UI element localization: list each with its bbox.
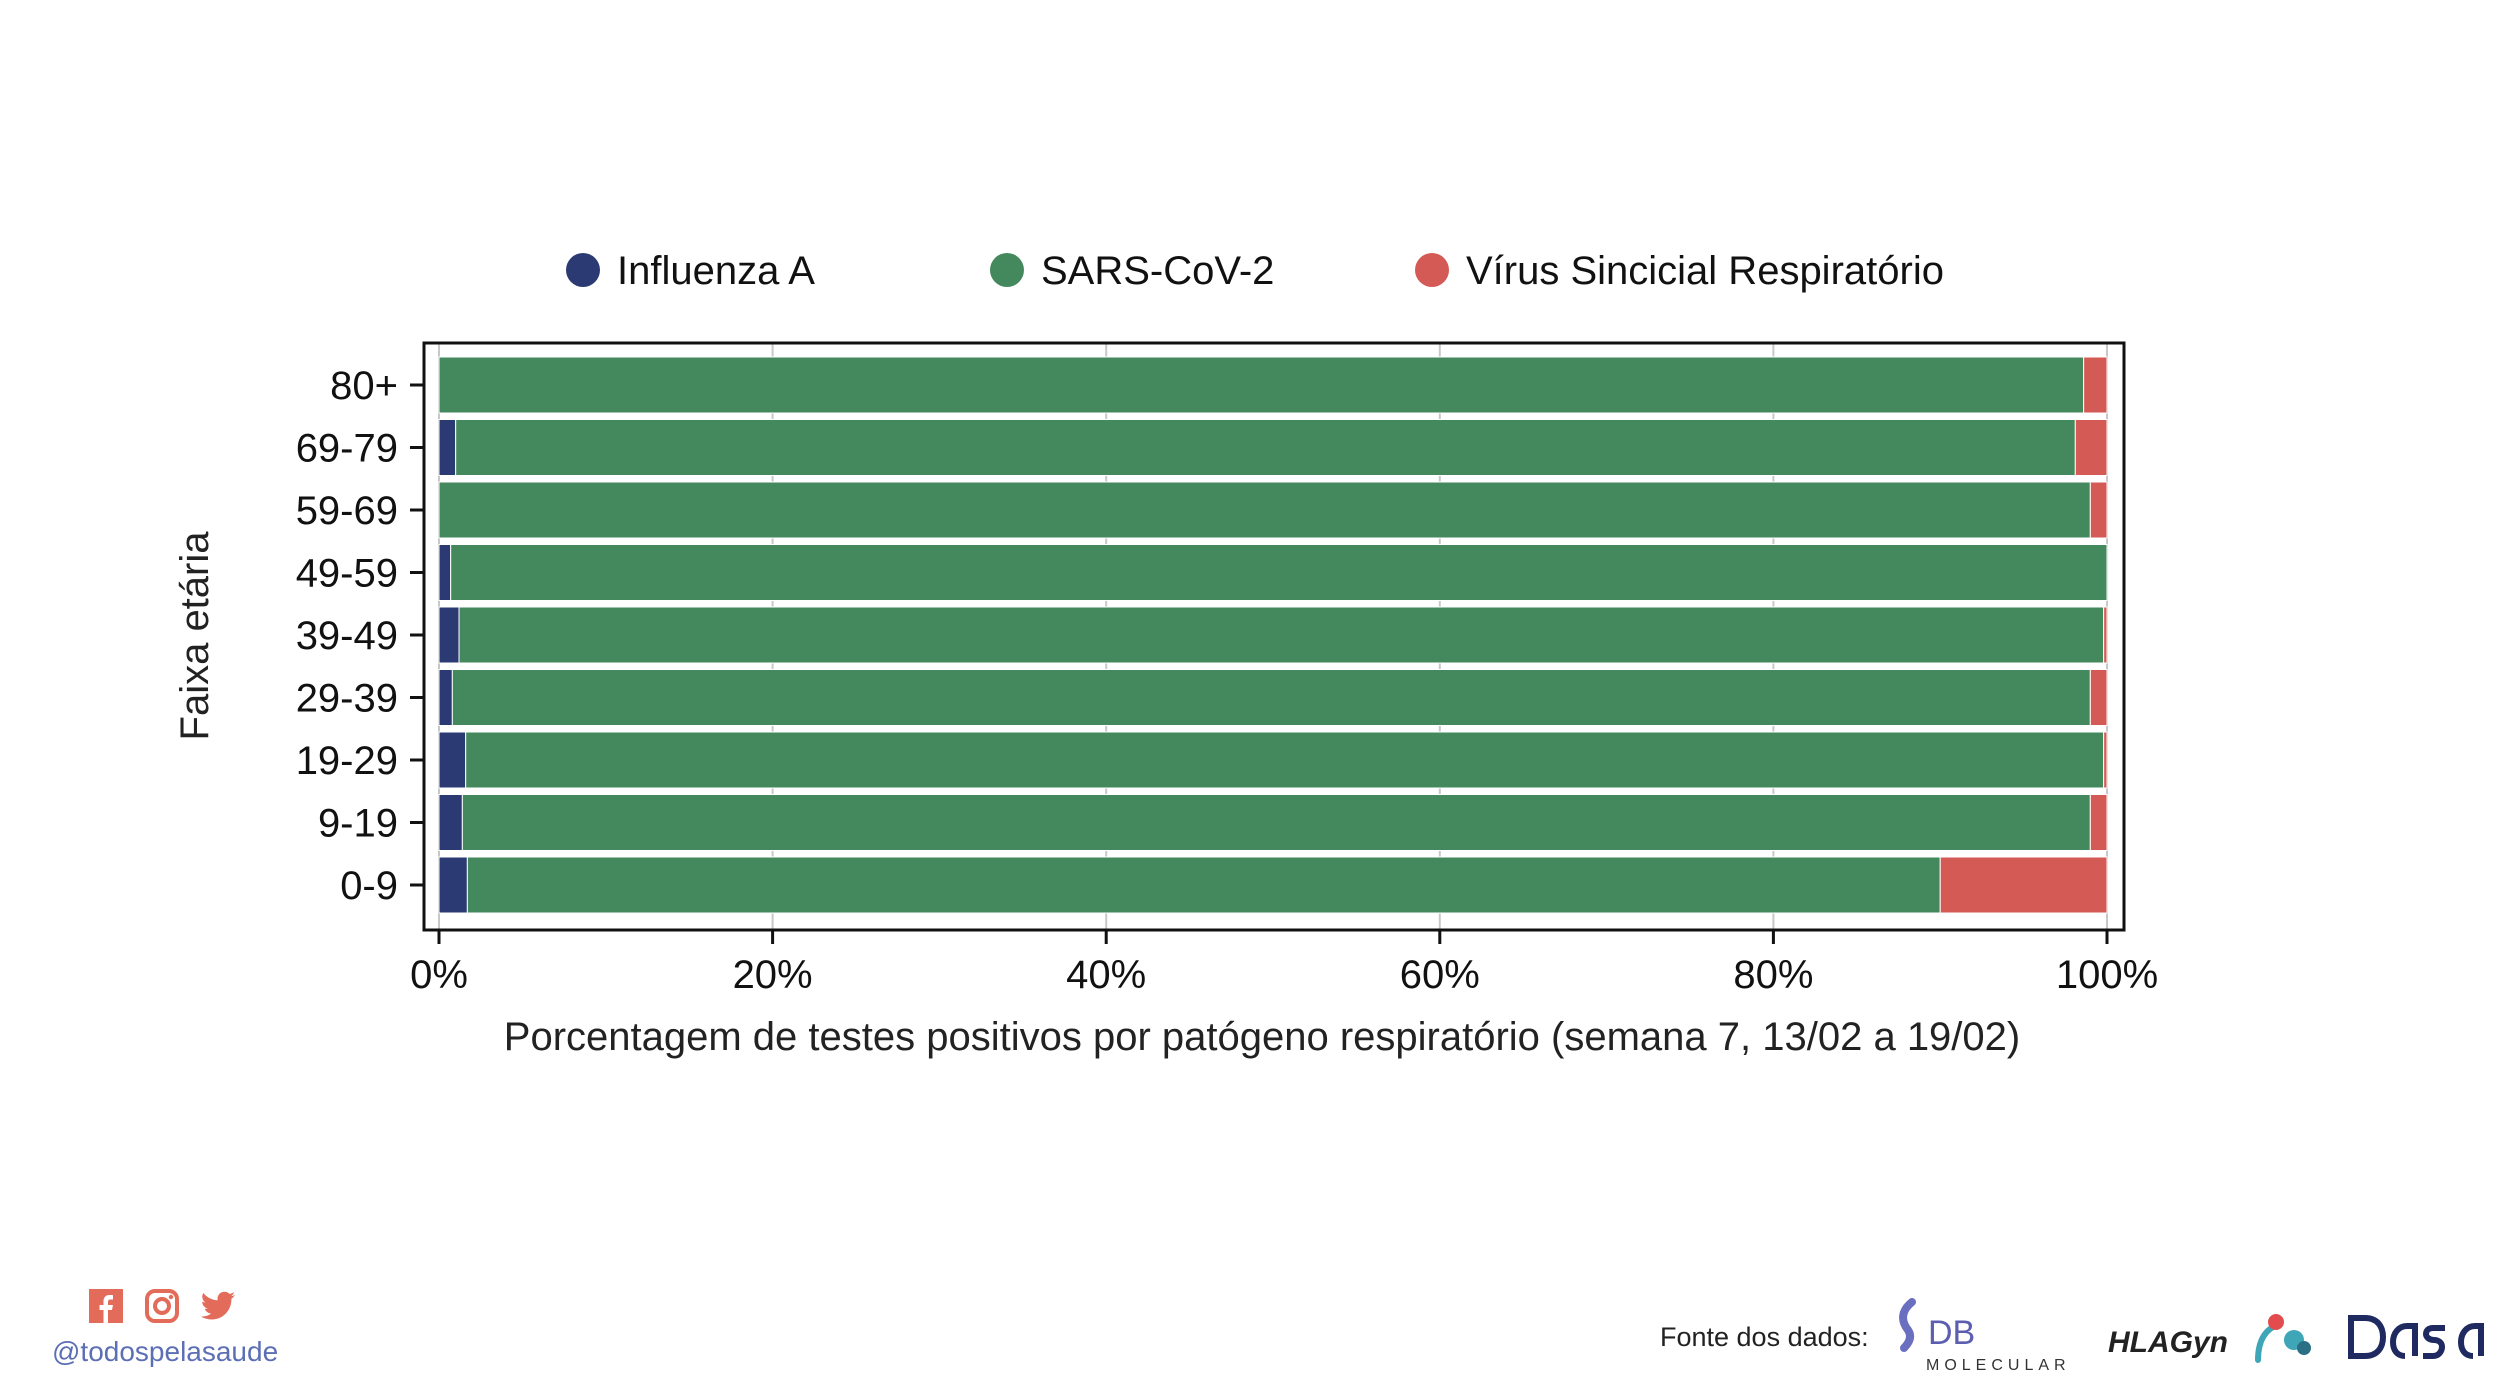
- bar-segment: [450, 544, 2108, 601]
- db-logo-text: DB: [1928, 1314, 1975, 1352]
- db-molecular-logo: DB MOLECULAR: [1898, 1298, 2088, 1374]
- y-tick-label: 29-39: [296, 677, 398, 721]
- x-tick-label: 20%: [733, 953, 813, 997]
- x-tick-label: 0%: [410, 953, 468, 997]
- bar-segment: [2089, 481, 2108, 539]
- y-axis-ticks: 80+ 69-79 59-69 49-59 39-49 29-39 19-29 9-19 0-9: [296, 364, 424, 908]
- bar-segment: [438, 856, 468, 914]
- x-tick-label: 40%: [1066, 953, 1146, 997]
- bar-segment: [2083, 356, 2108, 414]
- facebook-icon[interactable]: [88, 1288, 124, 1324]
- social-links: [88, 1288, 236, 1324]
- bar-segment: [451, 669, 2091, 726]
- bar-segment: [2103, 606, 2108, 664]
- instagram-icon[interactable]: [144, 1288, 180, 1324]
- bar-segment: [1939, 856, 2108, 914]
- bar-segment: [461, 794, 2091, 851]
- legend-marker: [1415, 253, 1449, 287]
- y-axis-title: Faixa etária: [173, 531, 217, 741]
- data-source-label: Fonte dos dados:: [1660, 1322, 1869, 1352]
- legend-label: Vírus Sincicial Respiratório: [1466, 249, 1944, 293]
- bar-segment: [438, 794, 463, 851]
- y-tick-label: 80+: [330, 364, 398, 408]
- bar-segment: [438, 606, 460, 664]
- y-tick-label: 59-69: [296, 489, 398, 533]
- y-tick-label: 0-9: [340, 864, 398, 908]
- bar-segment: [438, 544, 452, 601]
- bar-segment: [2103, 731, 2108, 789]
- bar-segment: [455, 419, 2076, 476]
- hlagyn-logo: HLAGyn: [2108, 1310, 2318, 1370]
- legend-marker: [990, 253, 1024, 287]
- bar-segment: [2089, 669, 2108, 726]
- y-tick-label: 49-59: [296, 552, 398, 596]
- y-tick-label: 19-29: [296, 739, 398, 783]
- hlagyn-logo-text: HLAGyn: [2108, 1326, 2228, 1359]
- x-tick-label: 60%: [1400, 953, 1480, 997]
- twitter-icon[interactable]: [200, 1288, 236, 1324]
- social-handle[interactable]: @todospelasaude: [52, 1336, 279, 1367]
- x-tick-label: 80%: [1733, 953, 1813, 997]
- x-axis-ticks: 0% 20% 40% 60% 80% 100%: [410, 930, 2158, 997]
- y-tick-label: 9-19: [318, 802, 398, 846]
- bar-segment: [438, 731, 467, 789]
- bar-segment: [458, 606, 2105, 664]
- bar-segment: [466, 856, 1941, 914]
- bar-segment: [2074, 419, 2108, 476]
- bar-segment: [438, 669, 453, 726]
- db-logo-subtext: MOLECULAR: [1926, 1357, 2071, 1374]
- x-axis-title: Porcentagem de testes positivos por pató…: [504, 1015, 2020, 1059]
- bar-segment: [438, 419, 457, 476]
- x-tick-label: 100%: [2056, 953, 2158, 997]
- bar-segment: [465, 731, 2105, 789]
- bar-segment: [438, 481, 2091, 539]
- chart-bars: [438, 356, 2108, 914]
- bar-segment: [438, 356, 2085, 414]
- y-tick-label: 39-49: [296, 614, 398, 658]
- bar-segment: [2089, 794, 2108, 851]
- y-tick-label: 69-79: [296, 427, 398, 471]
- legend-label: Influenza A: [617, 249, 815, 293]
- chart-legend: Influenza A SARS-CoV-2 Vírus Sincicial Res…: [566, 249, 1944, 293]
- legend-marker: [566, 253, 600, 287]
- legend-label: SARS-CoV-2: [1041, 249, 1274, 293]
- dasa-logo: [2345, 1312, 2485, 1362]
